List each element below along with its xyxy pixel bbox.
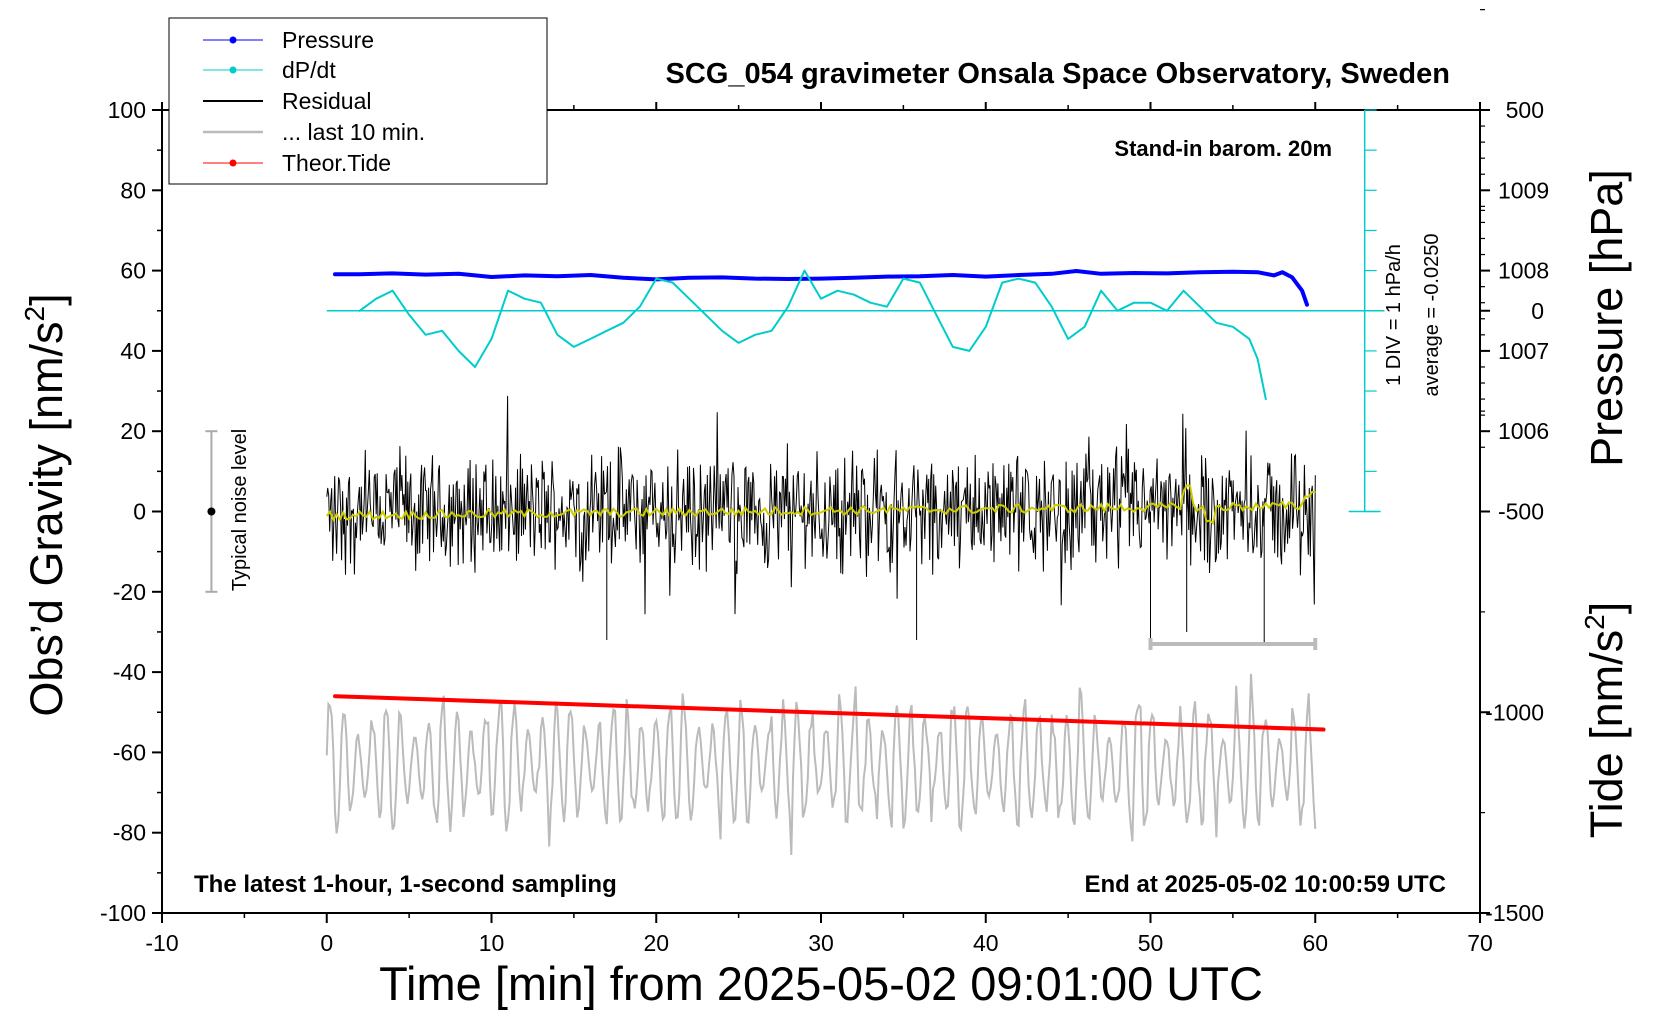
tide-label-tail: ] xyxy=(1581,602,1632,615)
pressure-tick-label: 1009 xyxy=(1498,177,1549,203)
pressure-tick-label: 1006 xyxy=(1498,418,1549,444)
legend-label-last10: ... last 10 min. xyxy=(282,119,425,145)
tide-label-sup: 2 xyxy=(1579,614,1610,630)
legend: Pressure dP/dt Residual ... last 10 min.… xyxy=(168,17,548,185)
x-tick-label: 30 xyxy=(808,930,834,956)
y-tick-label: -60 xyxy=(113,739,146,765)
tide-tick-label: -1000 xyxy=(1485,699,1544,725)
y-axis-left-label: Obs’d Gravity [nm/s2] xyxy=(19,293,72,716)
x-tick-label: 0 xyxy=(320,930,333,956)
tide-tick-label: -1500 xyxy=(1485,900,1544,926)
y-tick-label: -40 xyxy=(113,659,146,685)
x-tick-label: 50 xyxy=(1138,930,1164,956)
theor-tide-series xyxy=(333,694,1326,732)
y-left-label-tail: ] xyxy=(21,293,72,306)
bottom-right-note: End at 2025-05-02 10:00:59 UTC xyxy=(1085,871,1447,898)
residual-line xyxy=(326,395,1316,644)
y-tick-label: -100 xyxy=(100,900,146,926)
legend-marker-dpdt xyxy=(229,66,237,74)
pressure-tick-label: 1007 xyxy=(1498,338,1549,364)
y-tick-label: 100 xyxy=(108,97,146,123)
legend-marker-pressure xyxy=(229,36,237,44)
legend-marker-tide xyxy=(229,159,237,167)
pressureline xyxy=(333,269,1309,307)
pressure-tick-label: 1008 xyxy=(1498,258,1549,284)
y-tick-label: 0 xyxy=(133,499,146,525)
dpdt-series xyxy=(358,269,1267,401)
legend-items: Pressure dP/dt Residual ... last 10 min.… xyxy=(203,27,425,176)
legend-label-tide: Theor.Tide xyxy=(282,150,391,176)
tide-label-main: Tide [nm/s xyxy=(1581,630,1632,838)
dpdt-average-label: average = -0.0250 xyxy=(1421,234,1443,397)
x-tick-label: 60 xyxy=(1302,930,1328,956)
noise-level-label: Typical noise level xyxy=(229,429,251,591)
x-tick-label: -10 xyxy=(145,930,178,956)
dp-dtline xyxy=(358,269,1267,401)
y-tick-label: 20 xyxy=(120,418,146,444)
noise-bar-center xyxy=(207,507,216,516)
x-tick-label: 20 xyxy=(643,930,669,956)
y-tick-label: -80 xyxy=(113,820,146,846)
stand-in-barometer-note: Stand-in barom. 20m xyxy=(1114,136,1332,161)
y-left-label-main: Obs’d Gravity [nm/s xyxy=(21,322,72,717)
y-tick-label: 80 xyxy=(120,177,146,203)
legend-label-dpdt: dP/dt xyxy=(282,57,336,83)
tide-tick-label: 500 xyxy=(1506,97,1544,123)
y-tick-label: 60 xyxy=(120,258,146,284)
bottom-left-note: The latest 1-hour, 1-second sampling xyxy=(194,871,617,898)
chart-title: SCG_054 gravimeter Onsala Space Observat… xyxy=(666,58,1450,90)
annotations xyxy=(205,109,1385,650)
dpdt-scale-label: 1 DIV = 1 hPa/h xyxy=(1383,244,1405,386)
theor-tideline xyxy=(333,694,1326,732)
y-tick-label: 40 xyxy=(120,338,146,364)
x-axis-label: Time [min] from 2025-05-02 09:01:00 UTC xyxy=(379,957,1263,1010)
y-left-label-sup: 2 xyxy=(19,306,50,322)
smoothed-residual-series xyxy=(325,484,1316,526)
smoothed-residual-line xyxy=(325,484,1316,526)
residual-series xyxy=(326,395,1316,644)
x-tick-label: 40 xyxy=(973,930,999,956)
axes: -10 0 10 20 30 40 50 60 70-100-80-60-40-20020406… xyxy=(100,9,1549,956)
legend-label-residual: Residual xyxy=(282,88,372,114)
tide-tick-label: -500 xyxy=(1498,499,1544,525)
y-axis-right-tide-label: Tide [nm/s2] xyxy=(1579,602,1632,838)
tide-tick-label: 0 xyxy=(1531,298,1544,324)
legend-label-pressure: Pressure xyxy=(282,27,374,53)
y-axis-right-pressure-label: Pressure [hPa] xyxy=(1581,169,1632,467)
y-tick-label: -20 xyxy=(113,579,146,605)
pressure-series xyxy=(333,269,1309,307)
x-tick-label: 10 xyxy=(479,930,505,956)
x-tick-label: 70 xyxy=(1467,930,1493,956)
